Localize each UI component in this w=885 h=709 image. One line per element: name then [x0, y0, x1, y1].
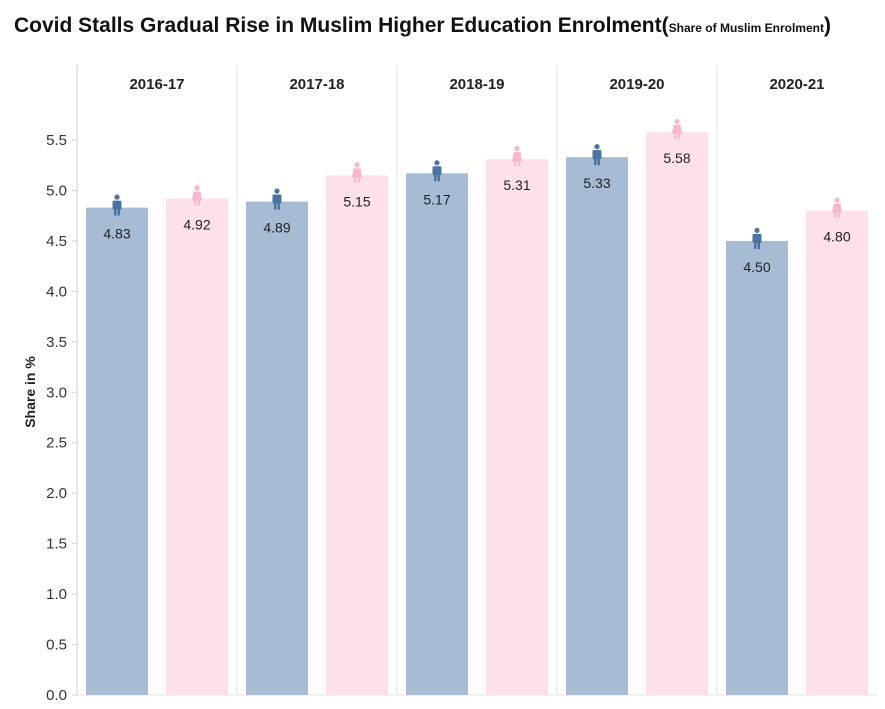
- y-axis-label: Share in %: [22, 356, 38, 428]
- y-tick-label: 0.0: [46, 687, 67, 704]
- bar-female: [646, 131, 708, 696]
- bar-male: [726, 240, 788, 695]
- data-label: 5.58: [663, 150, 690, 166]
- data-label: 4.89: [263, 220, 290, 236]
- data-label: 5.15: [343, 193, 370, 209]
- y-tick-label: 4.5: [46, 233, 67, 250]
- male-icon: [752, 227, 762, 249]
- bar-male: [406, 173, 468, 696]
- y-tick-label: 3.0: [46, 384, 67, 401]
- chart-title-main: Covid Stalls Gradual Rise in Muslim High…: [14, 14, 662, 37]
- bar-male: [566, 157, 628, 695]
- data-label: 4.92: [183, 217, 210, 233]
- bar-female: [326, 175, 388, 695]
- data-label: 5.33: [583, 175, 610, 191]
- y-tick-label: 2.0: [46, 485, 67, 502]
- y-tick-label: 0.5: [46, 637, 67, 654]
- column-header: 2017-18: [289, 76, 344, 93]
- male-icon: [432, 160, 442, 182]
- bar-female: [806, 210, 868, 696]
- y-tick-label: 4.0: [46, 283, 67, 300]
- bars: 4.83 4.92 4.89 5.15 5.17 5.31 5.33 5.58 4.50 4.80: [86, 118, 868, 696]
- bar-male: [246, 201, 308, 695]
- bar-female: [486, 159, 548, 695]
- male-icon: [112, 194, 122, 216]
- y-tick-label: 5.0: [46, 182, 67, 199]
- y-tick-label: 1.0: [46, 586, 67, 603]
- female-icon: [192, 185, 202, 206]
- female-icon: [352, 162, 362, 183]
- data-label: 4.83: [103, 226, 130, 242]
- bar-male: [86, 207, 148, 696]
- female-icon: [672, 118, 682, 139]
- data-label: 5.17: [423, 191, 450, 207]
- female-icon: [512, 146, 522, 167]
- bar-female: [166, 198, 228, 695]
- y-axis: 0.0 0.5 1.0 1.5 2.0 2.5 3.0 3.5 4.0 4.5 5.0 5.5: [46, 65, 78, 704]
- male-icon: [272, 188, 282, 210]
- male-icon: [592, 144, 602, 166]
- chart-title: Covid Stalls Gradual Rise in Muslim High…: [14, 14, 831, 37]
- y-tick-label: 5.5: [46, 132, 67, 149]
- y-tick-label: 1.5: [46, 536, 67, 553]
- column-headers: 2016-17 2017-18 2018-19 2019-20 2020-21: [129, 76, 824, 93]
- female-icon: [832, 197, 842, 218]
- data-label: 4.80: [823, 229, 850, 245]
- column-header: 2019-20: [609, 76, 664, 93]
- column-header: 2020-21: [769, 76, 824, 93]
- column-header: 2018-19: [449, 76, 504, 93]
- y-tick-label: 2.5: [46, 435, 67, 452]
- column-header: 2016-17: [129, 76, 184, 93]
- y-tick-label: 3.5: [46, 334, 67, 351]
- chart-title-sub: Share of Muslim Enrolment: [668, 21, 824, 35]
- data-label: 5.31: [503, 177, 530, 193]
- data-label: 4.50: [743, 259, 770, 275]
